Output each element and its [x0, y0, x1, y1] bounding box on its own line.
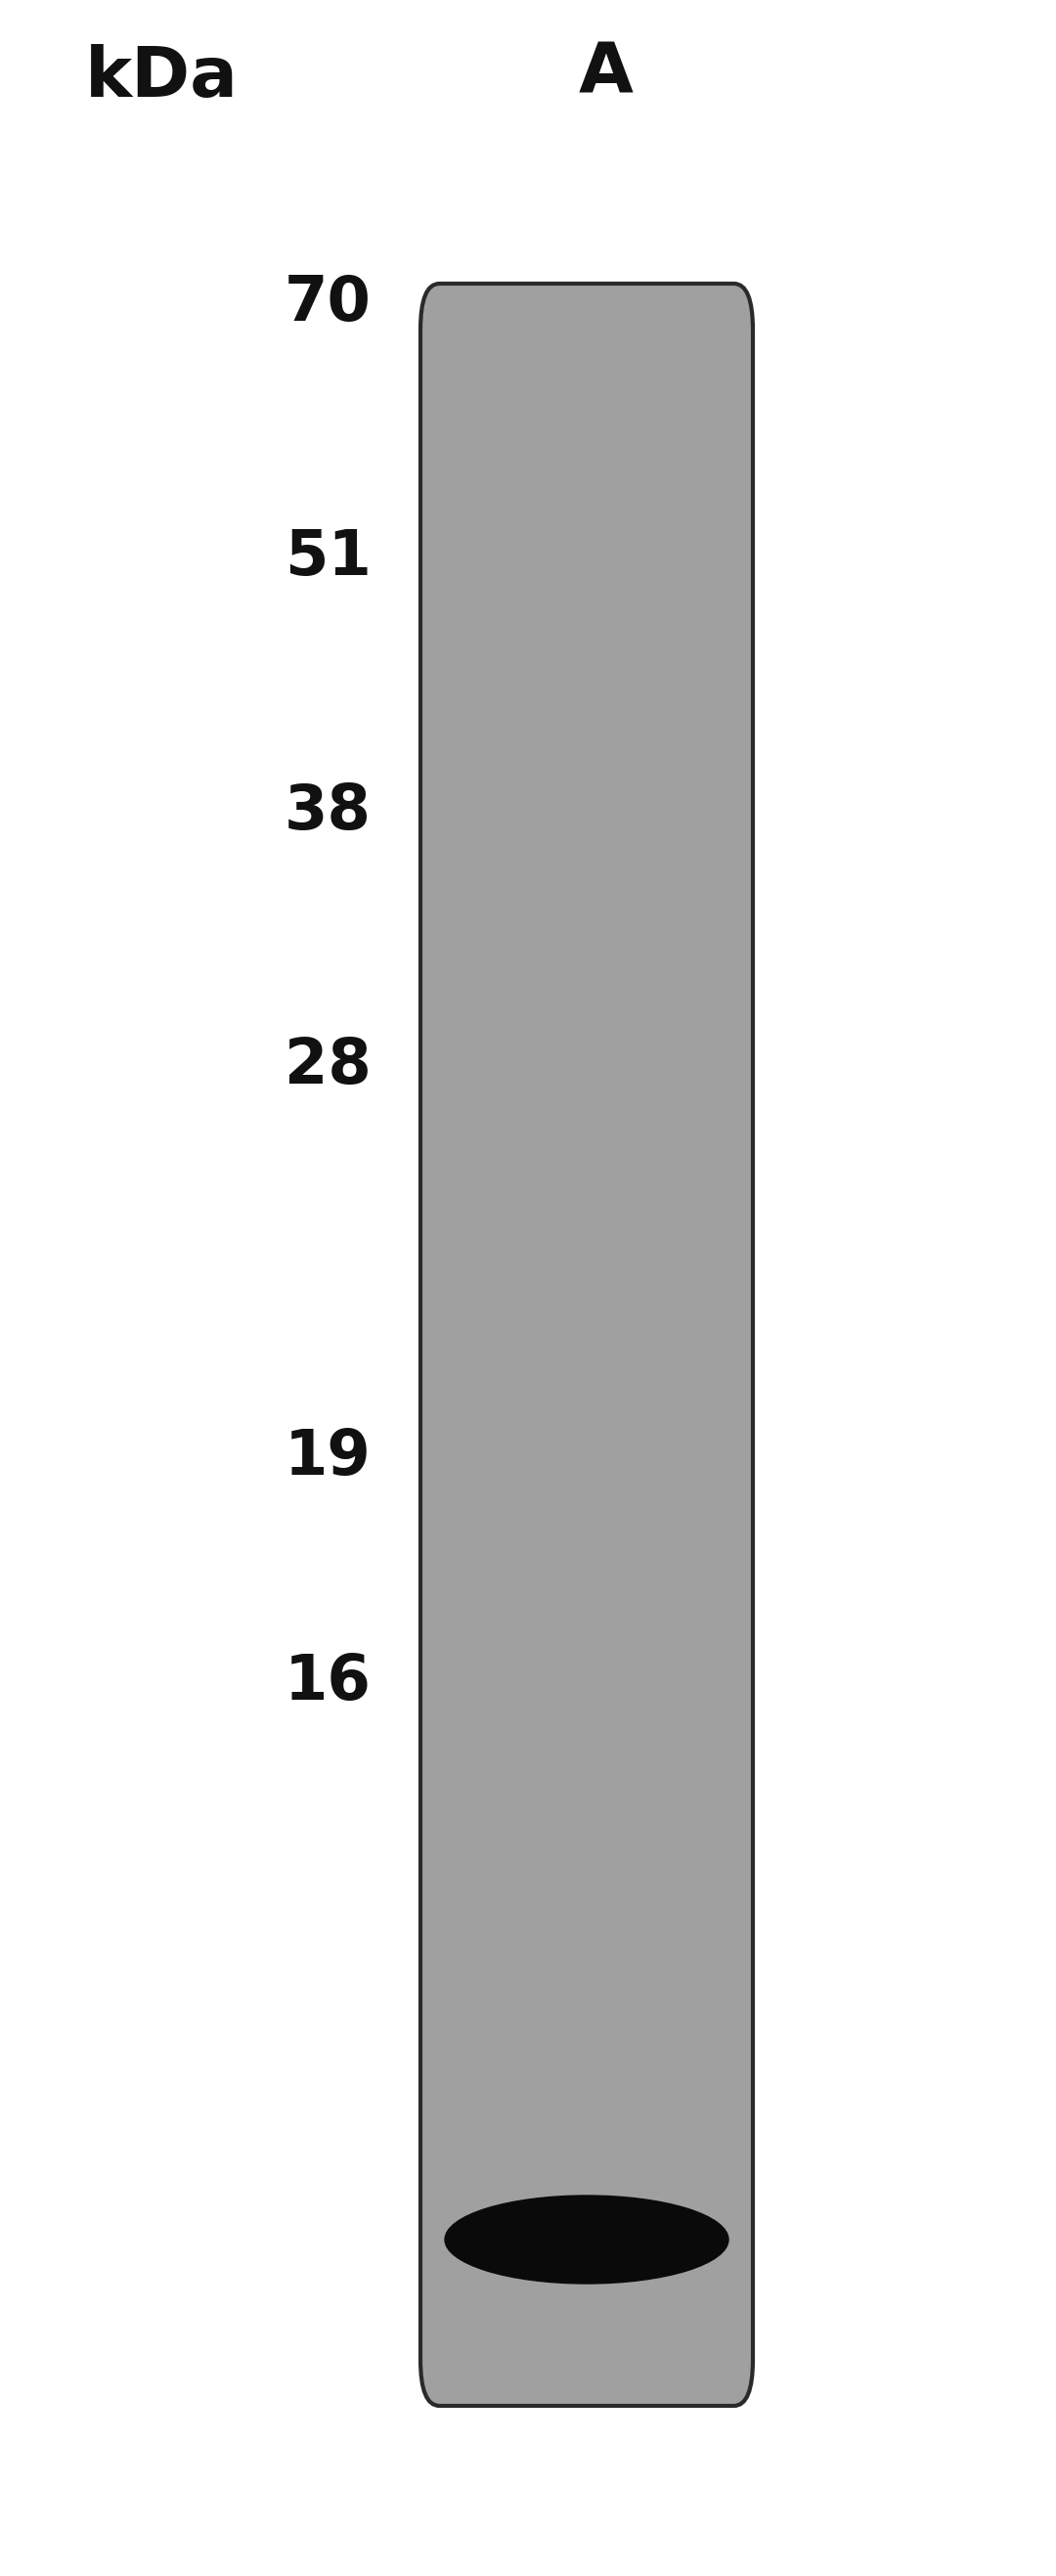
Text: 16: 16: [284, 1651, 372, 1713]
Text: A: A: [579, 39, 634, 108]
Text: kDa: kDa: [84, 44, 238, 111]
Text: 28: 28: [285, 1036, 372, 1097]
Text: 70: 70: [285, 273, 372, 332]
Text: 38: 38: [284, 781, 372, 842]
Text: 51: 51: [285, 528, 372, 587]
FancyBboxPatch shape: [420, 283, 753, 2406]
Ellipse shape: [445, 2195, 729, 2282]
Text: 19: 19: [285, 1427, 372, 1486]
